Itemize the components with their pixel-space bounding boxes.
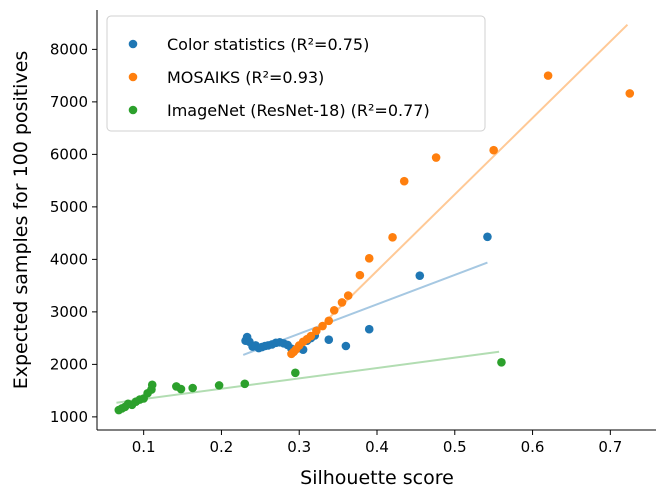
data-point	[147, 380, 157, 390]
data-point	[324, 316, 334, 326]
x-tick-label: 0.7	[598, 438, 622, 456]
fit-line	[290, 23, 629, 356]
data-point	[188, 383, 197, 393]
y-tick-label: 3000	[50, 303, 88, 321]
data-point	[497, 357, 506, 367]
fit-line	[116, 350, 500, 404]
data-point	[364, 324, 374, 334]
data-point	[489, 145, 498, 155]
legend-marker	[128, 39, 138, 49]
data-point	[318, 321, 327, 331]
data-point	[337, 298, 347, 307]
data-point	[483, 232, 492, 242]
data-point	[341, 341, 351, 351]
data-point	[625, 89, 635, 98]
y-tick-label: 8000	[50, 40, 88, 58]
y-ticks: 1000 2000 3000 4000 5000 6000 7000 8000	[50, 40, 97, 426]
data-point	[399, 176, 409, 186]
x-axis-title: Silhouette score	[300, 467, 454, 489]
legend-marker	[128, 105, 138, 115]
data-point	[324, 335, 334, 345]
data-point	[329, 306, 339, 315]
data-point	[364, 254, 374, 263]
x-tick-label: 0.6	[521, 438, 545, 456]
y-axis-title: Expected samples for 100 positives	[10, 51, 32, 390]
data-point	[355, 270, 365, 280]
data-point	[388, 233, 397, 242]
legend-label: ImageNet (ResNet-18) (R²=0.77)	[167, 101, 430, 120]
x-ticks: 0.1 0.2 0.3 0.4 0.5 0.6 0.7	[132, 430, 622, 456]
y-tick-label: 4000	[50, 250, 88, 268]
x-tick-label: 0.2	[210, 438, 234, 456]
legend-marker	[128, 72, 138, 82]
x-tick-label: 0.3	[287, 438, 311, 456]
data-points	[114, 71, 635, 415]
legend-box	[106, 15, 486, 132]
y-tick-label: 5000	[50, 198, 88, 216]
data-point	[543, 71, 553, 80]
y-tick-label: 6000	[50, 145, 88, 163]
x-tick-label: 0.5	[443, 438, 467, 456]
data-point	[176, 384, 186, 394]
data-point	[291, 368, 300, 378]
data-point	[343, 291, 353, 300]
data-point	[240, 379, 250, 389]
data-point	[431, 153, 441, 162]
data-point	[415, 271, 425, 280]
legend-items: Color statistics (R²=0.75) MOSAIKS (R²=0.…	[128, 35, 430, 120]
y-tick-label: 7000	[50, 93, 88, 111]
y-tick-label: 2000	[50, 355, 88, 373]
data-point	[306, 331, 316, 341]
y-tick-label: 1000	[50, 408, 88, 426]
legend-label: MOSAIKS (R²=0.93)	[167, 68, 324, 87]
legend: Color statistics (R²=0.75) MOSAIKS (R²=0.…	[106, 15, 486, 132]
x-tick-label: 0.4	[365, 438, 389, 456]
data-point	[214, 381, 224, 390]
legend-label: Color statistics (R²=0.75)	[167, 35, 369, 54]
data-point	[312, 326, 321, 336]
x-tick-label: 0.1	[132, 438, 156, 456]
